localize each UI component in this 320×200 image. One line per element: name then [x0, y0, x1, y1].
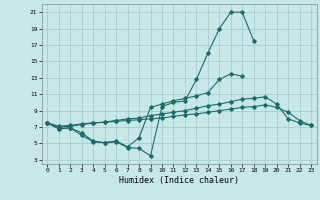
X-axis label: Humidex (Indice chaleur): Humidex (Indice chaleur) [119, 176, 239, 185]
